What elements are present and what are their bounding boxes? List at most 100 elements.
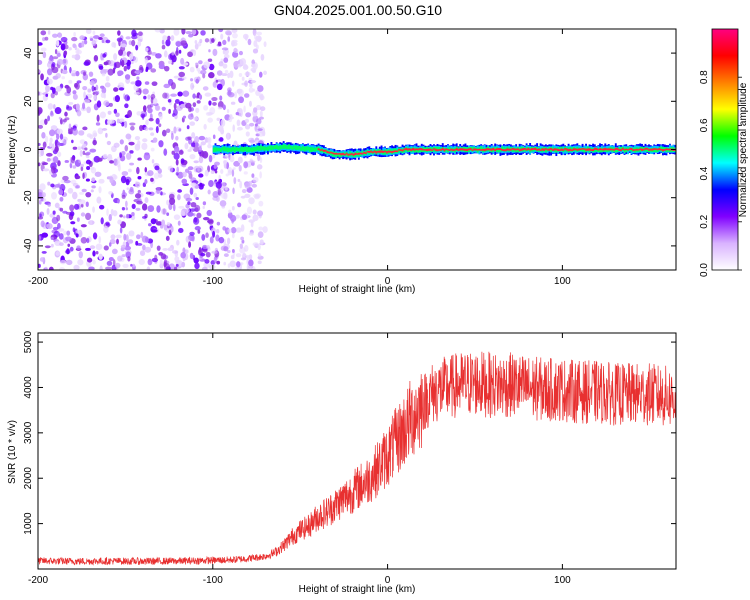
noise-speck xyxy=(208,180,214,188)
signal-band-segment xyxy=(445,148,448,152)
noise-speck xyxy=(176,166,180,174)
noise-speck xyxy=(107,68,114,76)
noise-speck xyxy=(124,94,130,102)
y-tick-label: 0 xyxy=(23,146,34,152)
noise-speck xyxy=(123,233,127,241)
noise-speck xyxy=(117,255,123,262)
signal-band-segment xyxy=(536,148,539,151)
signal-band-segment xyxy=(576,148,579,151)
noise-speck xyxy=(221,47,229,51)
noise-speck xyxy=(155,117,160,125)
noise-speck xyxy=(127,256,131,262)
noise-speck xyxy=(125,133,132,140)
noise-speck xyxy=(227,92,235,98)
noise-speck xyxy=(57,32,63,38)
signal-band-segment xyxy=(585,148,588,151)
noise-speck xyxy=(108,213,112,222)
noise-speck xyxy=(136,166,140,175)
signal-band-segment xyxy=(426,148,428,152)
noise-speck xyxy=(224,69,229,74)
noise-speck xyxy=(135,207,141,211)
noise-speck xyxy=(53,104,56,110)
noise-speck xyxy=(195,142,199,148)
noise-speck xyxy=(202,201,207,206)
signal-band-segment xyxy=(523,147,526,150)
noise-speck xyxy=(162,35,168,41)
y-tick-label: 4000 xyxy=(23,376,34,399)
signal-band-segment xyxy=(324,149,327,152)
noise-speck xyxy=(137,140,141,148)
signal-band-segment xyxy=(618,149,621,151)
noise-speck xyxy=(40,47,47,52)
noise-speck xyxy=(193,165,200,173)
noise-speck xyxy=(38,107,43,115)
noise-speck xyxy=(229,214,237,222)
noise-speck xyxy=(202,248,208,253)
noise-speck xyxy=(150,218,157,225)
signal-band-segment xyxy=(662,149,664,152)
noise-speck xyxy=(47,202,51,207)
noise-speck xyxy=(70,221,76,225)
noise-speck xyxy=(237,156,243,164)
signal-band-segment xyxy=(495,148,498,151)
noise-speck xyxy=(116,238,119,245)
signal-band-segment xyxy=(438,149,441,151)
signal-band-segment xyxy=(212,147,215,153)
noise-speck xyxy=(55,132,60,140)
signal-band-segment xyxy=(289,145,292,149)
noise-speck xyxy=(127,239,134,244)
noise-speck xyxy=(150,147,155,152)
noise-speck xyxy=(202,205,205,210)
noise-speck xyxy=(204,92,212,97)
noise-speck xyxy=(100,57,105,61)
noise-speck xyxy=(120,175,127,184)
signal-band-segment xyxy=(422,148,425,151)
signal-band-segment xyxy=(237,147,240,152)
signal-band-segment xyxy=(338,152,341,158)
signal-band-segment xyxy=(322,149,325,152)
signal-band-segment xyxy=(508,148,511,151)
noise-speck xyxy=(202,216,210,221)
noise-speck xyxy=(108,102,113,107)
noise-speck xyxy=(100,85,105,89)
signal-band-segment xyxy=(268,145,271,150)
noise-speck xyxy=(252,242,259,247)
noise-speck xyxy=(138,258,146,265)
noise-speck xyxy=(155,105,161,111)
signal-band-segment xyxy=(434,148,437,151)
signal-band-segment xyxy=(417,148,420,151)
x-tick-label: 100 xyxy=(554,276,571,287)
signal-band-segment xyxy=(616,147,619,150)
noise-speck xyxy=(75,233,79,238)
signal-band-segment xyxy=(272,146,275,150)
noise-speck xyxy=(99,33,105,38)
noise-speck xyxy=(246,206,253,215)
signal-band-segment xyxy=(501,148,504,151)
signal-band-segment xyxy=(599,148,601,151)
noise-speck xyxy=(50,92,55,99)
noise-speck xyxy=(216,83,223,91)
noise-speck xyxy=(146,62,153,70)
noise-speck xyxy=(161,39,165,45)
noise-speck xyxy=(168,229,172,236)
noise-speck xyxy=(58,189,64,196)
noise-speck xyxy=(163,148,168,156)
noise-speck xyxy=(55,39,60,47)
noise-speck xyxy=(150,68,157,73)
signal-band-segment xyxy=(246,147,248,152)
noise-speck xyxy=(41,232,49,238)
noise-speck xyxy=(177,171,184,179)
signal-band-segment xyxy=(385,151,388,154)
noise-speck xyxy=(54,49,58,55)
noise-speck xyxy=(233,47,238,53)
signal-band-segment xyxy=(578,148,581,151)
noise-speck xyxy=(236,261,241,268)
noise-speck xyxy=(175,50,179,56)
noise-speck xyxy=(44,135,49,144)
noise-speck xyxy=(189,146,195,150)
noise-speck xyxy=(50,236,54,241)
noise-speck xyxy=(73,32,76,37)
signal-band-segment xyxy=(263,146,266,151)
noise-speck xyxy=(144,57,148,65)
signal-band-segment xyxy=(291,146,294,151)
